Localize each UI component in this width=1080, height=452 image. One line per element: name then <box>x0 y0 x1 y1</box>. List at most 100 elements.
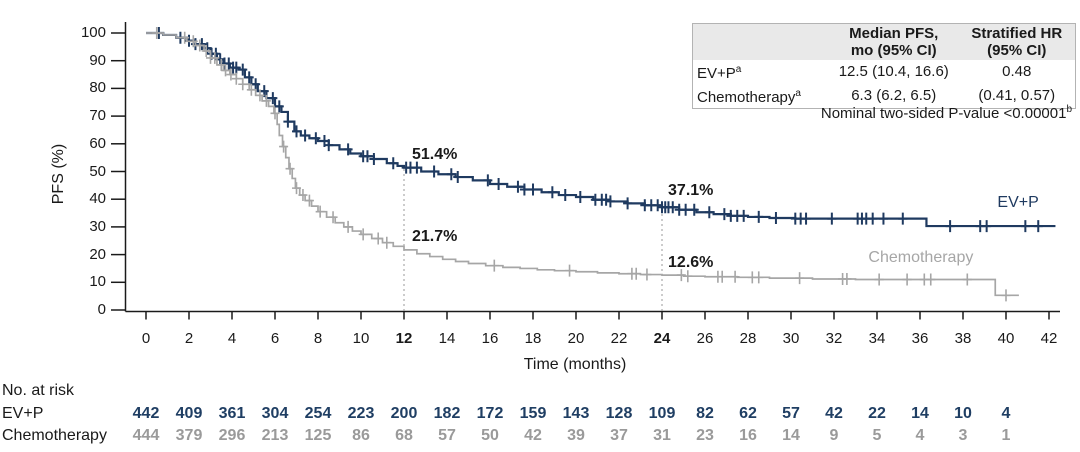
risk-count: 50 <box>481 427 499 444</box>
censor-mark <box>292 125 301 138</box>
censor-mark <box>565 264 575 277</box>
x-tick-label: 14 <box>438 330 456 347</box>
x-tick-label: 30 <box>782 330 800 347</box>
censor-mark <box>285 162 295 175</box>
x-tick-label: 16 <box>481 330 499 347</box>
censor-mark <box>188 35 198 48</box>
censor-mark <box>494 177 504 190</box>
risk-row-label-evp: EV+P <box>2 405 44 422</box>
censor-mark <box>373 232 383 245</box>
censor-mark <box>343 220 353 233</box>
risk-count: 200 <box>390 405 418 422</box>
risk-count: 42 <box>524 427 542 444</box>
censor-mark <box>270 107 280 120</box>
footnote-marker-b: b <box>1066 104 1072 115</box>
censor-mark <box>902 273 912 286</box>
x-tick-label: 10 <box>352 330 370 347</box>
censor-mark <box>300 129 310 142</box>
censor-mark <box>201 45 211 58</box>
curve-label-evp: EV+P <box>997 193 1039 211</box>
stats-header-row: Median PFS, mo (95% CI) Stratified HR (9… <box>692 23 1076 60</box>
x-tick-label: 34 <box>868 330 886 347</box>
risk-count: 1 <box>1001 427 1011 444</box>
censor-mark <box>238 78 248 91</box>
stats-header-median-pfs: Median PFS, mo (95% CI) <box>828 23 959 60</box>
risk-count: 296 <box>218 427 246 444</box>
censor-mark <box>231 72 241 85</box>
censor-mark <box>255 89 265 102</box>
censor-mark <box>878 212 888 225</box>
x-tick-label: 2 <box>184 330 194 347</box>
censor-mark <box>623 197 633 210</box>
y-tick-label: 100 <box>80 24 106 41</box>
footnote-marker-a: a <box>735 64 742 75</box>
censor-mark <box>197 38 207 51</box>
risk-count: 10 <box>954 405 972 422</box>
censor-mark <box>251 78 261 91</box>
annotation-evp-12mo: 51.4% <box>411 145 458 163</box>
censor-mark <box>246 83 256 96</box>
censor-mark <box>754 210 764 223</box>
censor-mark <box>668 201 678 214</box>
censor-mark <box>429 165 439 178</box>
censor-mark <box>279 140 289 153</box>
risk-count: 57 <box>438 427 456 444</box>
censor-mark <box>324 139 334 152</box>
x-tick-label: 20 <box>567 330 585 347</box>
footnote-marker-a: a <box>795 88 801 99</box>
censor-mark <box>575 190 585 203</box>
risk-count: 125 <box>304 427 332 444</box>
censor-mark <box>801 212 811 225</box>
censor-mark <box>898 212 908 225</box>
risk-count: 444 <box>132 427 160 444</box>
censor-mark <box>519 183 529 196</box>
censor-mark <box>362 150 372 163</box>
stats-evp-hr: 0.48 <box>1002 63 1032 80</box>
censor-mark <box>795 272 805 285</box>
censor-mark <box>717 270 727 283</box>
censor-mark <box>238 63 248 76</box>
censor-mark <box>180 31 190 44</box>
x-tick-label: 12 <box>395 330 413 347</box>
y-tick-label: 60 <box>89 134 106 152</box>
censor-mark <box>231 61 241 74</box>
x-axis-title: Time (months) <box>523 356 627 373</box>
censor-mark <box>739 209 749 222</box>
censor-mark <box>152 27 162 39</box>
censor-mark <box>653 199 663 212</box>
censor-mark <box>547 186 557 199</box>
censor-mark <box>226 68 236 81</box>
censor-mark <box>244 71 254 84</box>
risk-count: 379 <box>175 427 203 444</box>
censor-mark <box>268 92 278 105</box>
x-tick-label: 42 <box>1040 330 1058 347</box>
censor-mark <box>681 203 691 216</box>
risk-count: 22 <box>868 405 886 422</box>
stats-chemo-median-pfs: 6.3 (6.2, 6.5) <box>851 87 937 104</box>
risk-count: 9 <box>829 427 839 444</box>
censor-mark <box>292 182 301 195</box>
pvalue-note: Nominal two-sided P-value <0.00001b <box>821 104 1072 122</box>
censor-mark <box>216 58 226 71</box>
censor-mark <box>842 272 852 285</box>
x-tick-label: 6 <box>270 330 280 347</box>
risk-count: 57 <box>782 405 800 422</box>
censor-mark <box>704 206 714 219</box>
x-tick-label: 28 <box>739 330 757 347</box>
y-tick-label: 90 <box>89 51 106 69</box>
x-tick-label: 24 <box>653 330 671 347</box>
annotation-chemo-24mo: 12.6% <box>668 253 714 271</box>
y-tick-label: 70 <box>89 107 106 125</box>
censor-mark <box>358 228 368 241</box>
risk-count: 182 <box>433 405 461 422</box>
censor-mark <box>683 270 693 283</box>
y-tick-label: 30 <box>89 217 106 235</box>
censor-mark <box>827 212 837 225</box>
censor-mark <box>343 143 353 156</box>
risk-count: 37 <box>610 427 628 444</box>
censor-mark <box>304 194 314 207</box>
censor-mark <box>489 259 499 272</box>
y-tick-label: 80 <box>89 79 106 97</box>
risk-count: 14 <box>782 427 800 444</box>
